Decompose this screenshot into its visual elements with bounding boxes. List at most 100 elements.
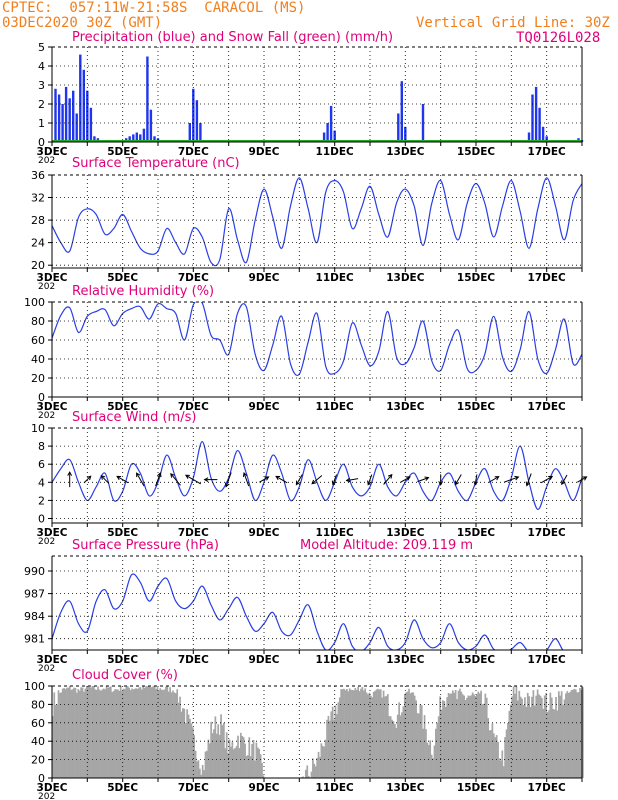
cloud-bar xyxy=(532,690,535,778)
wind-arrow xyxy=(540,475,554,484)
pres-line xyxy=(52,573,582,650)
cloud-bar xyxy=(422,728,424,778)
cloud-bar xyxy=(117,689,119,778)
rh-xtick-label: 3DEC xyxy=(37,401,68,413)
cloud-bar xyxy=(59,693,61,778)
cloud-bar xyxy=(463,695,465,778)
cloud-bar xyxy=(331,706,334,778)
cloud-bar xyxy=(149,686,152,778)
temp-ytick-label: 32 xyxy=(31,192,45,205)
cloud-bar xyxy=(232,749,235,778)
pres-xtick-label: 15DEC xyxy=(457,654,496,666)
cloud-bar xyxy=(190,723,193,778)
precip-bar xyxy=(188,123,191,142)
cloud-bar xyxy=(53,692,56,778)
cloud-bar xyxy=(447,693,450,778)
cloud-bar xyxy=(556,710,559,778)
cloud-bar xyxy=(159,688,162,778)
cloud-bar xyxy=(343,688,345,778)
cloud-bar xyxy=(306,765,309,778)
cloud-bar xyxy=(252,740,255,778)
cloud-bar xyxy=(426,742,429,778)
precip-bar xyxy=(61,104,64,142)
cloud-bar xyxy=(350,689,352,778)
cloud-bar xyxy=(485,697,488,778)
cloud-bar xyxy=(348,688,351,778)
cloud-bar xyxy=(109,686,112,778)
temp-xtick-label: 15DEC xyxy=(457,272,496,284)
cloud-bar xyxy=(487,718,490,778)
rh-xtick-label: 5DEC xyxy=(107,401,138,413)
precip-bar xyxy=(329,105,333,142)
cloud-bar xyxy=(124,688,126,778)
cloud-bar xyxy=(377,688,379,778)
precip-bar xyxy=(149,109,153,142)
cloud-bar xyxy=(327,715,330,778)
cloud-bar xyxy=(143,687,146,778)
precip-xtick-label: 13DEC xyxy=(386,146,425,158)
precip-bar xyxy=(541,126,545,142)
pres-xtick-label: 3DEC xyxy=(37,654,68,666)
rh-ytick-label: 40 xyxy=(31,353,45,366)
cloud-bar xyxy=(114,689,116,778)
precip-bar xyxy=(397,113,400,142)
cloud-xtick-label: 7DEC xyxy=(178,782,209,794)
cloud-bar xyxy=(207,739,210,778)
cloud-bar xyxy=(384,696,386,778)
cloud-bar xyxy=(191,727,194,778)
cloud-bar xyxy=(338,697,341,778)
cloud-bar xyxy=(121,691,123,778)
cloud-bar xyxy=(179,696,181,778)
cloud-bar xyxy=(494,737,497,778)
cloud-bar xyxy=(392,721,395,778)
wind-xtick-label: 13DEC xyxy=(386,527,425,539)
cloud-bar xyxy=(64,689,67,778)
cloud-bar xyxy=(194,750,197,778)
cloud-bar xyxy=(559,695,562,778)
cloud-bar xyxy=(457,690,460,778)
cloud-bar xyxy=(155,688,157,778)
cloud-bar xyxy=(141,689,143,778)
wind-arrow xyxy=(67,471,73,488)
precip-bar xyxy=(132,134,135,142)
pres-xtick-label: 5DEC xyxy=(107,654,138,666)
cloud-bar xyxy=(565,693,567,778)
precip-xtick-label: 7DEC xyxy=(178,146,209,158)
cloud-bar xyxy=(183,708,186,778)
cloud-bar xyxy=(576,692,579,778)
cloud-bar xyxy=(477,691,480,778)
cloud-bar xyxy=(158,690,160,778)
cloud-bar xyxy=(313,763,316,778)
cloud-bar xyxy=(107,687,109,778)
pres-xtick-label: 17DEC xyxy=(528,654,567,666)
cloud-bar xyxy=(245,755,248,778)
cloud-bar xyxy=(217,724,220,778)
precip-ytick-label: 0 xyxy=(38,136,45,149)
cloud-bar xyxy=(251,744,253,778)
cloud-bar xyxy=(552,709,555,778)
wind-arrow xyxy=(504,475,520,483)
wind-arrow xyxy=(155,472,162,487)
cloud-bar xyxy=(95,689,98,778)
cloud-bar xyxy=(241,736,244,778)
cloud-bar xyxy=(399,715,402,778)
cloud-bar xyxy=(320,743,323,778)
wind-ytick-label: 6 xyxy=(38,458,45,471)
cloud-xtick-label: 3DEC xyxy=(37,782,68,794)
cloud-bar xyxy=(344,690,347,778)
cloud-bar xyxy=(160,689,163,778)
cloud-bar xyxy=(225,732,228,778)
cloud-bar xyxy=(66,687,68,778)
cloud-bar xyxy=(360,688,362,778)
cloud-bar xyxy=(507,723,509,778)
cloud-bar xyxy=(197,760,200,778)
cloud-bar xyxy=(223,722,225,778)
wind-arrow xyxy=(203,477,218,482)
cloud-bar xyxy=(545,693,547,778)
cloud-bar xyxy=(521,698,523,778)
cloud-bar xyxy=(170,692,173,778)
cloud-bar xyxy=(244,743,246,778)
precip-bar xyxy=(79,54,82,142)
cloud-bar xyxy=(247,755,249,778)
cloud-bar xyxy=(470,695,473,778)
